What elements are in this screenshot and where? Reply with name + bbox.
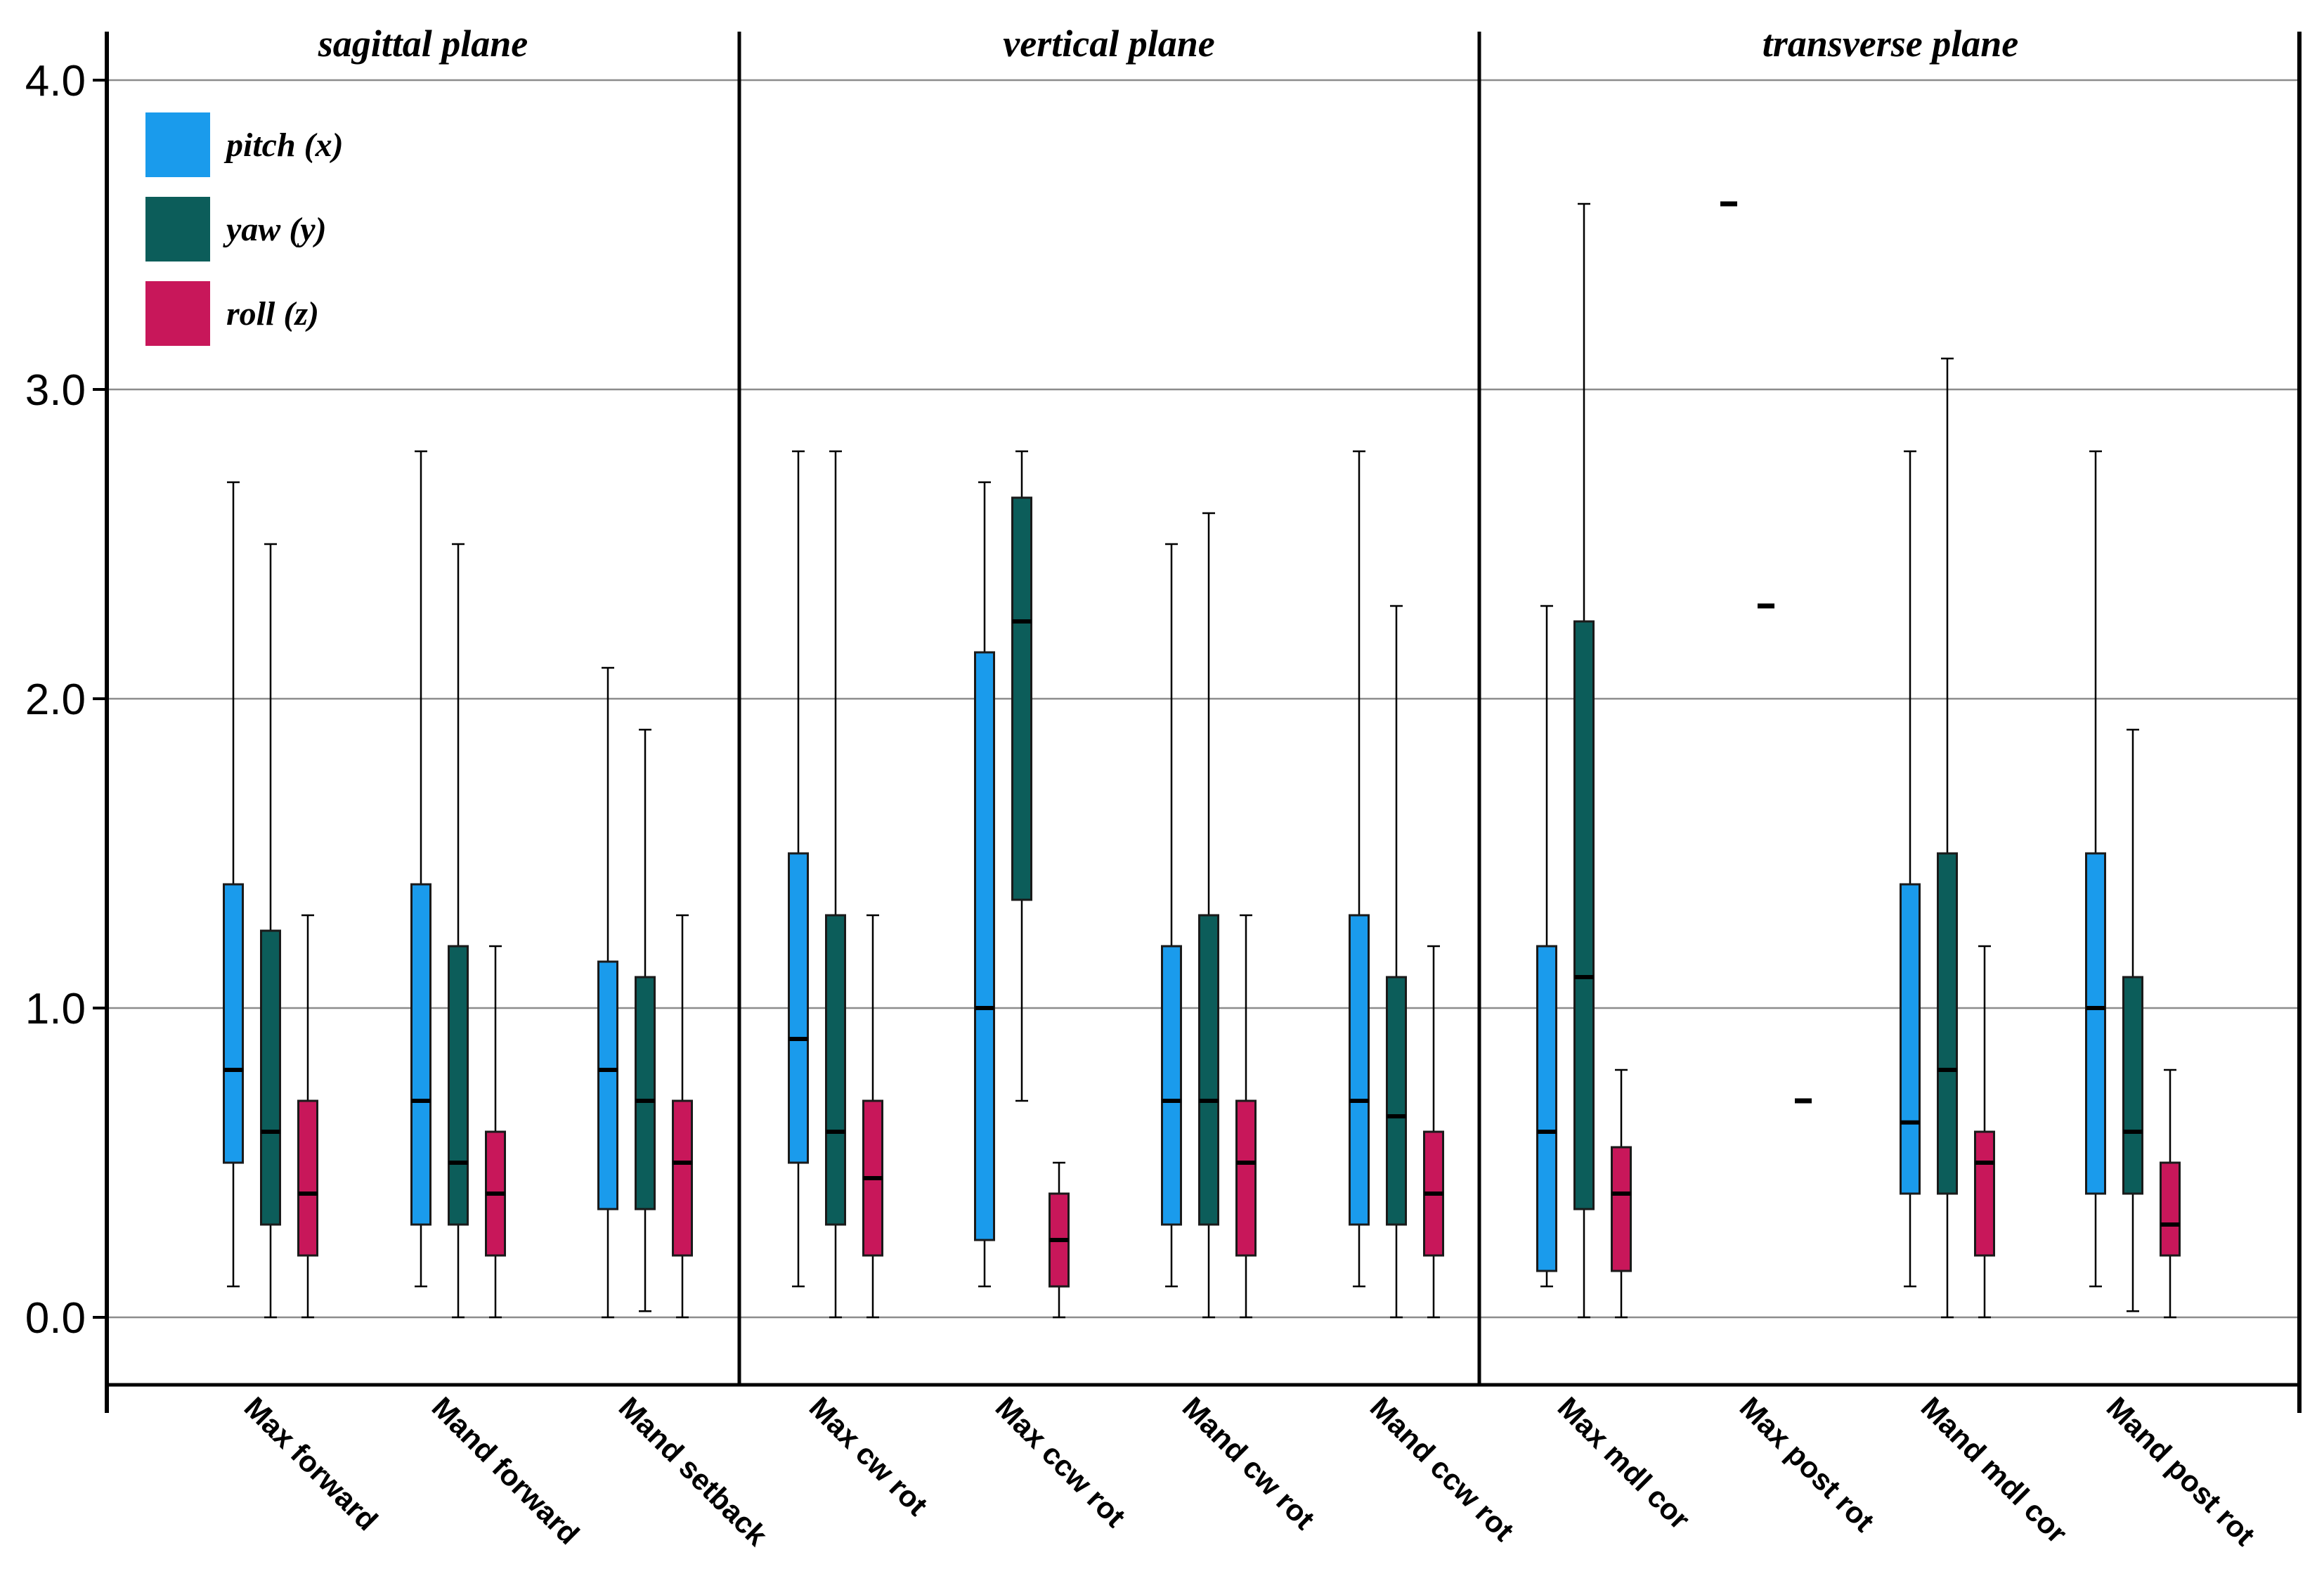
y-tick-label: 0.0 [25, 1294, 86, 1343]
box-group [825, 450, 846, 1319]
box-group [410, 450, 431, 1288]
box [1349, 914, 1370, 1226]
box [410, 883, 431, 1226]
box-group [260, 543, 281, 1319]
box [635, 976, 656, 1210]
box [1235, 1099, 1257, 1257]
box-group [1161, 543, 1182, 1288]
legend: pitch (x) yaw (y) roll (z) [145, 112, 344, 346]
box [1900, 883, 1921, 1195]
legend-label: yaw (y) [223, 211, 327, 248]
box-group [635, 728, 656, 1312]
axes [105, 32, 2302, 1413]
gridlines [107, 79, 2299, 1319]
box-group [1536, 605, 1557, 1288]
box [223, 883, 244, 1164]
box-group [862, 914, 883, 1319]
box [1573, 620, 1595, 1210]
box [788, 852, 809, 1164]
box [825, 914, 846, 1226]
box [1386, 976, 1407, 1226]
panel-dividers [737, 32, 1481, 1385]
box-group [2085, 450, 2106, 1288]
box [672, 1099, 693, 1257]
y-tick-label: 4.0 [25, 57, 86, 105]
box-group [1386, 605, 1407, 1319]
legend-label: pitch (x) [223, 127, 344, 164]
legend-label: roll (z) [226, 295, 319, 332]
legend-swatch [145, 281, 210, 346]
box-group [1974, 945, 1995, 1319]
box [2122, 976, 2143, 1195]
box-group [1349, 450, 1370, 1288]
box-group [788, 450, 809, 1288]
box-group [2122, 728, 2143, 1312]
box [2160, 1161, 2181, 1257]
box [1974, 1130, 1995, 1257]
box-group [448, 543, 469, 1319]
box-group [672, 914, 693, 1319]
box-group [1049, 1161, 1070, 1319]
box-group [2160, 1068, 2181, 1319]
box [1161, 945, 1182, 1226]
box-group [1011, 450, 1032, 1102]
box-group [223, 481, 244, 1288]
panel-title: transverse plane [1763, 22, 2019, 65]
box-group [974, 481, 995, 1288]
box [2085, 852, 2106, 1195]
y-tick-label: 3.0 [25, 366, 86, 415]
box-group [1611, 1068, 1632, 1319]
box-group [1423, 945, 1444, 1319]
box [1011, 496, 1032, 901]
box-group [1573, 202, 1595, 1319]
y-tick-label: 1.0 [25, 985, 86, 1033]
panel-title: sagittal plane [318, 22, 528, 65]
box-group [1937, 357, 1958, 1319]
box [1611, 1146, 1632, 1272]
box-marks [223, 201, 2181, 1319]
box-group [297, 914, 318, 1319]
box [1536, 945, 1557, 1272]
legend-swatch [145, 197, 210, 261]
box-group [1198, 512, 1219, 1319]
legend-swatch [145, 112, 210, 177]
box [297, 1099, 318, 1257]
y-axis-ticks: 0.0 1.0 2.0 3.0 4.0 [25, 57, 107, 1343]
box [1198, 914, 1219, 1226]
box [260, 929, 281, 1226]
box [974, 651, 995, 1241]
box [597, 960, 618, 1210]
box-group [485, 945, 506, 1319]
panel-title: vertical plane [1003, 22, 1214, 65]
box [448, 945, 469, 1226]
box-group [1235, 914, 1257, 1319]
box-group [597, 666, 618, 1319]
y-tick-label: 2.0 [25, 676, 86, 724]
box-group [1900, 450, 1921, 1288]
panel-titles: sagittal plane vertical plane transverse p… [318, 22, 2019, 65]
box [1937, 852, 1958, 1195]
